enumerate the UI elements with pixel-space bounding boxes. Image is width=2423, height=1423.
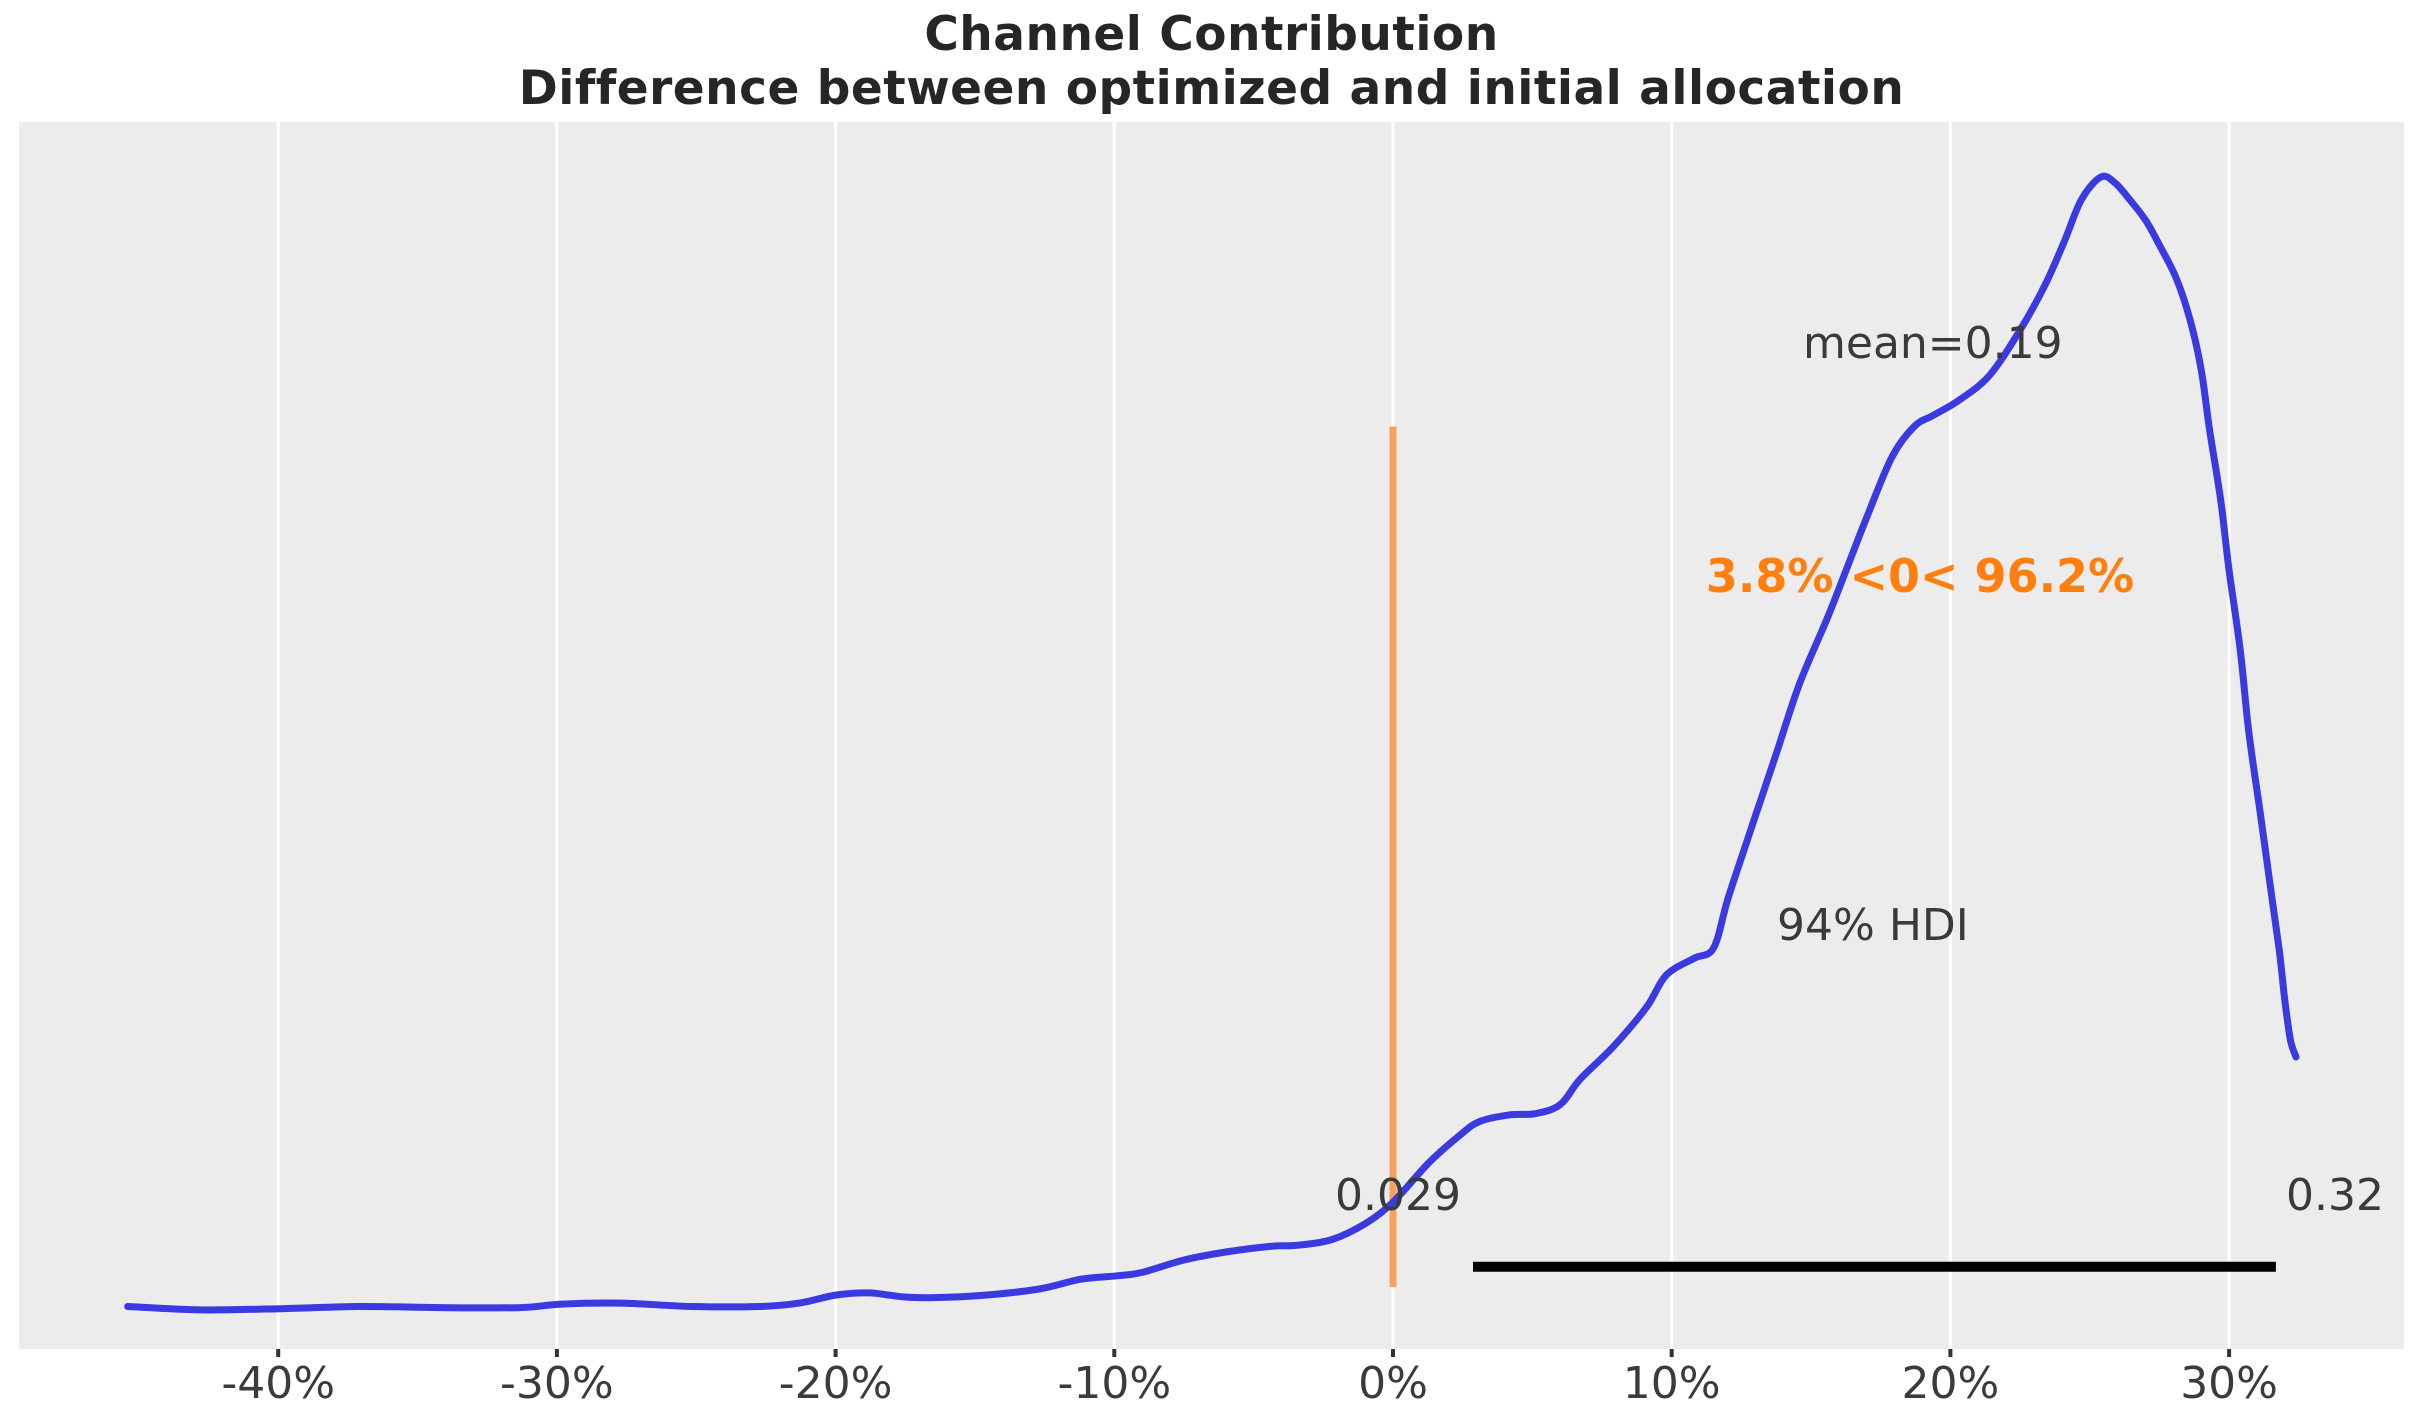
x-tick-label: -30% <box>500 1358 614 1409</box>
x-tick-label: -40% <box>221 1358 335 1409</box>
x-tick-label: 0% <box>1358 1358 1428 1409</box>
x-tick-label: 30% <box>2180 1358 2278 1409</box>
hdi-lower-label: 0.029 <box>1335 1170 1461 1221</box>
mean-label: mean=0.19 <box>1803 318 2063 369</box>
chart-title: Channel Contribution Difference between … <box>0 8 2423 116</box>
hdi-upper-label: 0.32 <box>2286 1170 2384 1221</box>
x-tick-label: -10% <box>1057 1358 1171 1409</box>
chart-title-line1: Channel Contribution <box>924 7 1499 62</box>
plot-area <box>19 122 2404 1349</box>
prob-label: 3.8% <0< 96.2% <box>1706 549 2134 603</box>
density-curve <box>124 172 2300 1314</box>
hdi-label: 94% HDI <box>1777 900 1969 951</box>
x-tick-label: 10% <box>1623 1358 1721 1409</box>
chart-title-line2: Difference between optimized and initial… <box>518 61 1905 116</box>
x-tick-label: -20% <box>779 1358 893 1409</box>
x-tick-label: 20% <box>1902 1358 2000 1409</box>
